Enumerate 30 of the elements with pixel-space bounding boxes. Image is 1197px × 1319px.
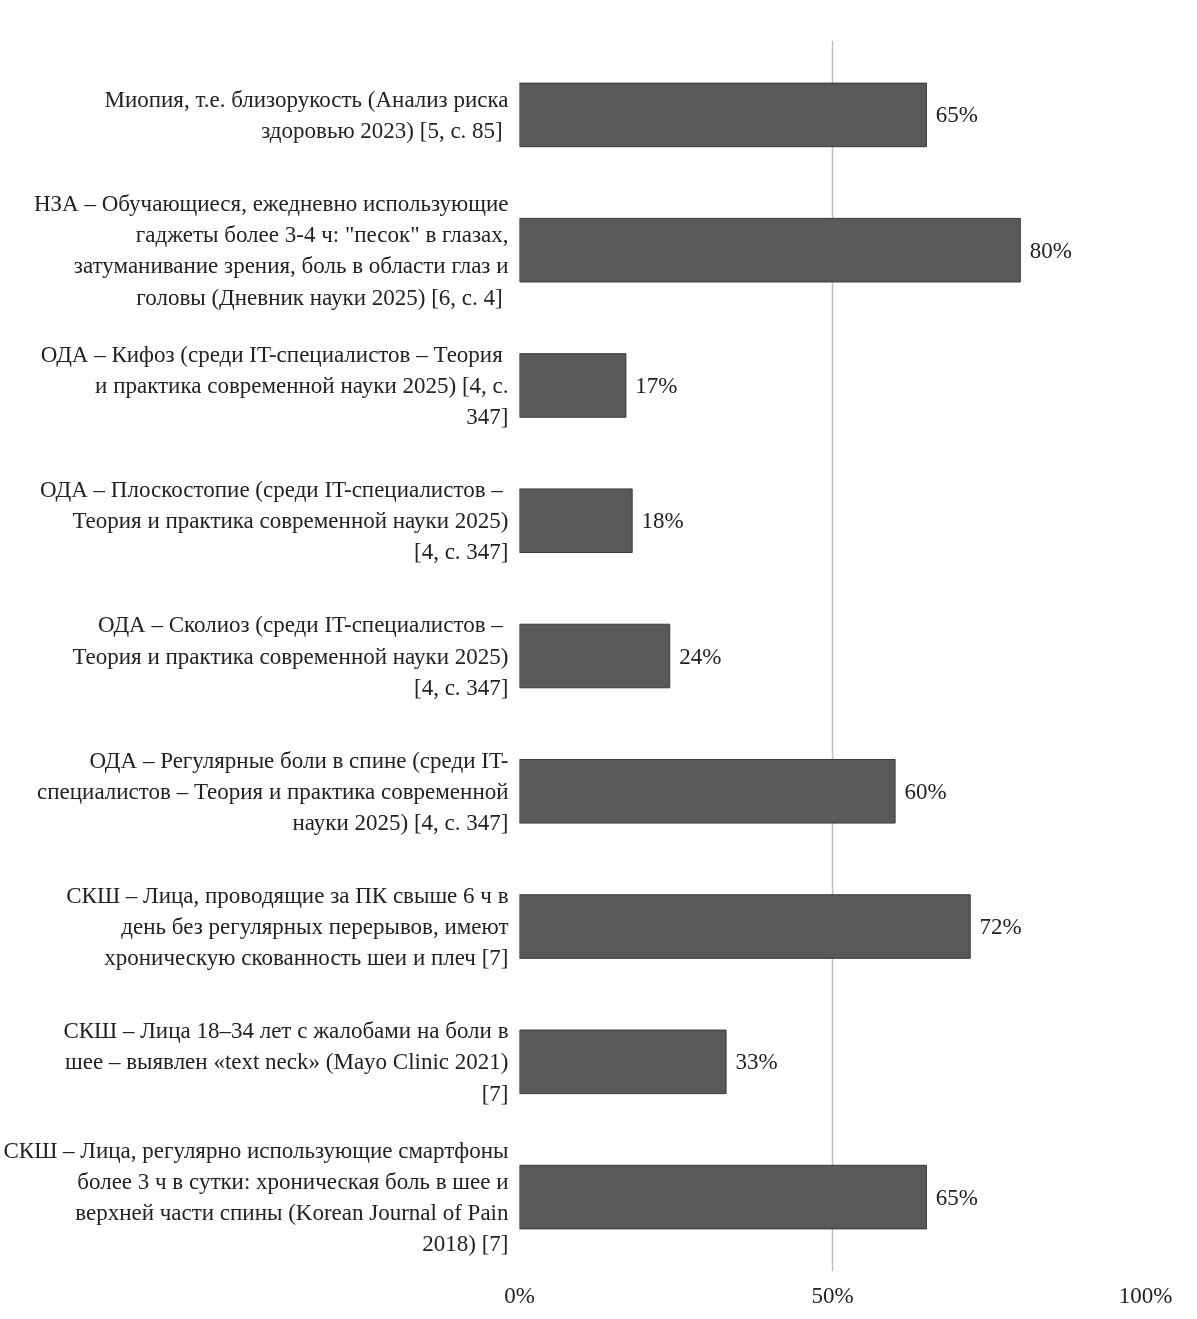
bar — [519, 894, 971, 959]
bar — [519, 353, 627, 418]
data-label: 24% — [679, 643, 722, 669]
y-tick-label: СКШ – Лица, проводящие за ПК свыше 6 ч в день без регулярных перерывов, имеют хроническую скованность шеи и плеч [7] — [66, 882, 509, 971]
y-tick-label: ОДА – Кифоз (среди IT-специалистов – Теория и практика современной науки 2025) [4, с. 347] — [40, 341, 509, 430]
y-tick-label: ОДА – Плоскостопие (среди IT-специалистов – Теория и практика современной науки 2025) [4, с. 347] — [40, 476, 509, 565]
bar — [519, 217, 1021, 283]
bar — [519, 758, 896, 824]
data-label: 18% — [641, 508, 684, 534]
bar — [519, 82, 927, 148]
x-tick-label: 0% — [504, 1282, 535, 1308]
data-label: 65% — [935, 1184, 978, 1210]
data-label: 80% — [1029, 237, 1072, 263]
bar — [519, 1164, 927, 1230]
x-tick-label: 50% — [811, 1282, 854, 1308]
y-tick-label: ОДА – Регулярные боли в спине (среди IT-специалистов – Теория и практика современной науки 2025) [4, с. 347] — [37, 747, 509, 836]
data-label: 60% — [904, 778, 947, 804]
y-tick-label: ОДА – Сколиоз (среди IT-специалистов – Теория и практика современной науки 2025) [4, с. 347] — [72, 612, 509, 700]
y-tick-label: СКШ – Лица 18–34 лет с жалобами на боли в шее – выявлен «text neck» (Mayo Clinic 2021) [7] — [63, 1018, 509, 1106]
data-label: 72% — [979, 914, 1022, 940]
bar — [519, 488, 633, 554]
data-label: 65% — [935, 102, 978, 128]
data-label: 17% — [635, 372, 678, 398]
bar — [519, 623, 671, 689]
data-label: 33% — [735, 1049, 778, 1075]
y-tick-label: СКШ – Лица, регулярно использующие смартфоны более 3 ч в сутки: хроническая боль в шее и верхней части спины (Korean Journal of Pain 2018) [7] — [3, 1137, 509, 1257]
y-tick-label: Миопия, т.е. близорукость (Анализ риска здоровью 2023) [5, с. 85] — [104, 86, 509, 144]
y-tick-label: НЗА – Обучающиеся, ежедневно использующие гаджеты более 3-4 ч: "песок" в глазах, затуманивание зрения, боль в области глаз и головы (Дневник науки 2025) [6, с. 4] — [33, 190, 509, 310]
x-tick-label: 100% — [1118, 1282, 1173, 1308]
bar — [519, 1029, 727, 1095]
